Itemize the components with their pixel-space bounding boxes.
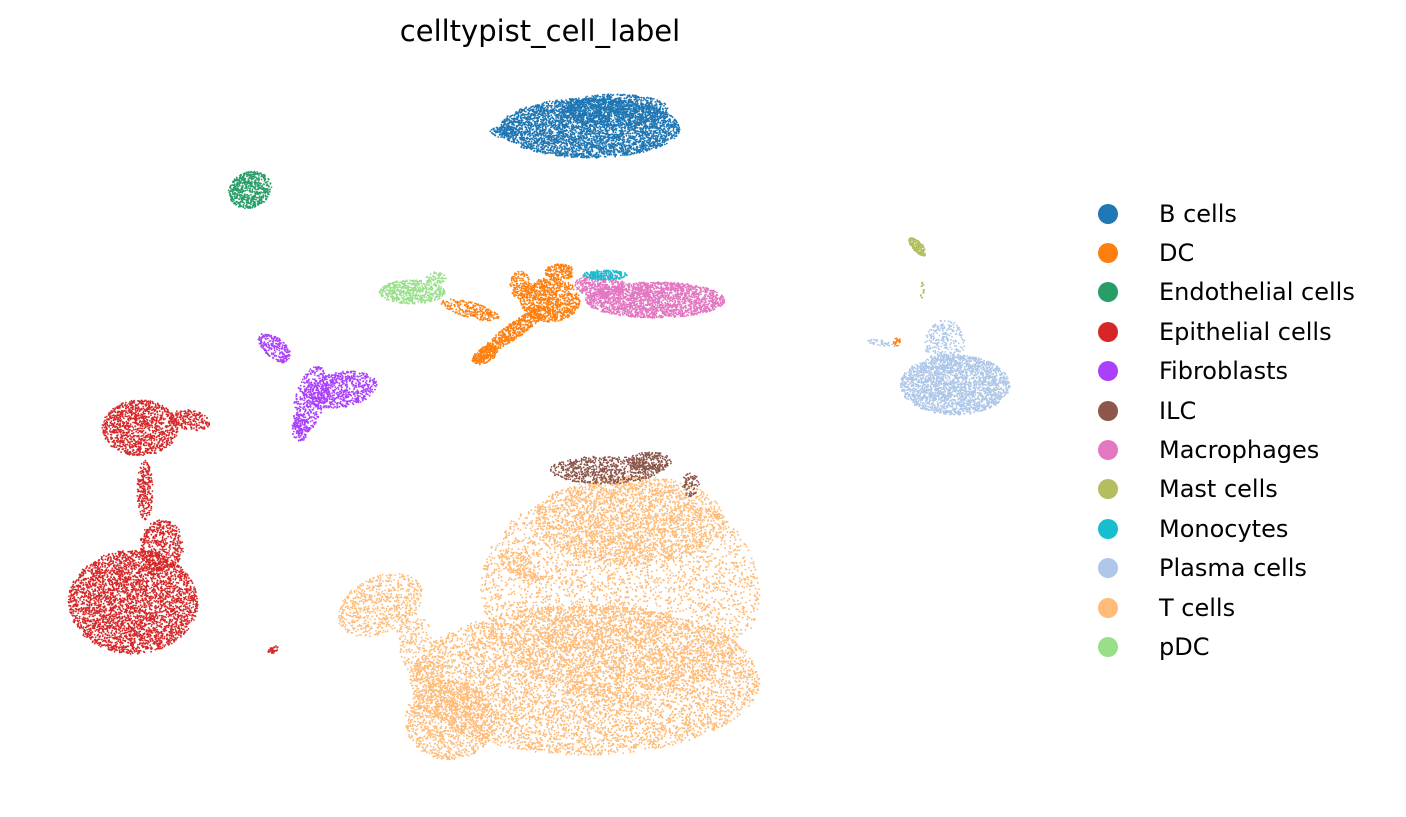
legend-item: T cells [1098, 588, 1355, 627]
legend-marker [1098, 361, 1118, 382]
legend-item: Monocytes [1098, 509, 1355, 548]
legend-marker [1098, 558, 1118, 579]
legend-label: Mast cells [1159, 475, 1278, 503]
legend-label: Monocytes [1159, 515, 1288, 543]
legend-label: Plasma cells [1159, 554, 1307, 582]
legend-marker [1098, 636, 1118, 657]
legend-label: pDC [1159, 633, 1209, 661]
legend-item: Plasma cells [1098, 549, 1355, 588]
legend-label: Fibroblasts [1159, 357, 1288, 385]
legend-marker [1098, 518, 1118, 539]
legend-label: T cells [1159, 594, 1235, 622]
chart-title: celltypist_cell_label [0, 14, 1080, 48]
legend-item: Endothelial cells [1098, 273, 1355, 312]
cluster-t-cells [338, 474, 761, 761]
legend-item: Epithelial cells [1098, 312, 1355, 351]
legend-label: DC [1159, 239, 1194, 267]
legend-marker [1098, 597, 1118, 618]
legend-item: B cells [1098, 194, 1355, 233]
cluster-mast-cells [908, 237, 926, 299]
legend-item: Fibroblasts [1098, 352, 1355, 391]
cluster-epithelial-cells [67, 399, 279, 655]
cluster-endothelial-cells [227, 170, 273, 210]
legend-label: B cells [1159, 200, 1237, 228]
legend-marker [1098, 479, 1118, 500]
legend-item: Macrophages [1098, 430, 1355, 469]
cluster-plasma-cells [867, 319, 1011, 416]
legend: B cells DC Endothelial cells Epithelial cel… [1098, 194, 1355, 667]
legend-marker [1098, 440, 1118, 461]
legend-marker [1098, 282, 1118, 303]
legend-item: pDC [1098, 627, 1355, 666]
legend-marker [1098, 321, 1118, 342]
cluster-macrophages [574, 272, 726, 319]
umap-scatter-plot [67, 93, 1011, 761]
legend-item: ILC [1098, 391, 1355, 430]
cluster-ilc [549, 451, 700, 498]
legend-item: DC [1098, 233, 1355, 272]
legend-item: Mast cells [1098, 470, 1355, 509]
cluster-monocytes [582, 269, 628, 281]
cluster-pdc [378, 271, 447, 305]
legend-label: Macrophages [1159, 436, 1319, 464]
legend-label: ILC [1159, 397, 1196, 425]
cluster-b-cells [489, 93, 681, 159]
legend-marker [1098, 243, 1118, 264]
legend-marker [1098, 203, 1118, 224]
cluster-dc [440, 263, 901, 366]
legend-marker [1098, 400, 1118, 421]
legend-label: Endothelial cells [1159, 278, 1355, 306]
cluster-fibroblasts [257, 333, 378, 442]
legend-label: Epithelial cells [1159, 318, 1332, 346]
